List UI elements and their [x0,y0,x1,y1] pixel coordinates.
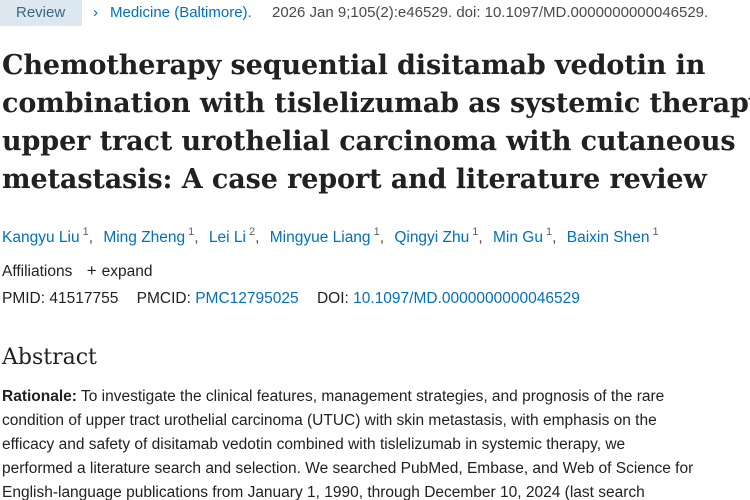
affiliation-number[interactable]: 1 [545,226,553,238]
rationale-label: Rationale: [2,388,77,405]
title-line: upper tract urothelial carcinoma with cu… [2,126,736,157]
citation-text: 2026 Jan 9;105(2):e46529. doi: 10.1097/M… [272,4,709,21]
pmid-label: PMID: [2,290,46,307]
author-link[interactable]: Mingyue Liang 1 [269,226,380,247]
doi-link[interactable]: 10.1097/MD.0000000000046529 [353,290,580,307]
article-type-badge: Review [0,0,82,26]
abstract-line: performed a literature search and select… [2,460,694,477]
author-separator: , [478,229,483,247]
author-separator: , [379,229,384,247]
article-title: Chemotherapy sequential disitamab vedoti… [2,47,750,199]
affiliation-number[interactable]: 1 [652,226,659,238]
abstract-line: Rationale: To investigate the clinical f… [2,388,665,405]
abstract-text: Rationale: To investigate the clinical f… [2,385,747,500]
author-list: Kangyu Liu 1, Ming Zheng 1, Lei Li 2, Mingy… [2,221,659,250]
abstract-heading: Abstract [2,345,97,370]
plus-icon: + [86,261,97,280]
author-link[interactable]: Min Gu 1 [493,226,553,247]
pmcid-label: PMCID: [136,290,191,307]
title-line: metastasis: A case report and literature… [2,164,707,195]
affiliations-row: Affiliations + expand [2,259,152,284]
expand-affiliations-button[interactable]: + expand [86,261,153,280]
affiliation-number[interactable]: 1 [472,226,479,238]
abstract-line: efficacy and safety of disitamab vedotin… [2,436,626,453]
affiliation-number[interactable]: 2 [248,226,256,238]
author-separator: , [88,229,93,247]
journal-link[interactable]: Medicine (Baltimore). [110,4,252,21]
author-link[interactable]: Baixin Shen 1 [566,226,659,247]
author-link[interactable]: Kangyu Liu 1 [2,226,89,247]
abstract-line: English-language publications from Janua… [2,484,645,500]
pmcid-link[interactable]: PMC12795025 [195,290,299,307]
pmid-value: 41517755 [49,290,119,307]
title-line: Chemotherapy sequential disitamab vedoti… [2,50,706,81]
citation-bar: Review › Medicine (Baltimore). 2026 Jan … [0,0,750,26]
author-link[interactable]: Lei Li 2 [208,226,256,247]
author-separator: , [552,229,557,247]
doi-label: DOI: [316,290,349,307]
article-identifiers: PMID: 41517755 PMCID: PMC12795025 DOI: 1… [2,287,580,311]
author-link[interactable]: Qingyi Zhu 1 [394,226,479,247]
author-separator: , [255,229,260,247]
author-separator: , [194,229,199,247]
chevron-right-icon: › [93,4,98,21]
abstract-line: condition of upper tract urothelial carc… [2,412,657,429]
author-link[interactable]: Ming Zheng 1 [103,226,195,247]
affiliation-number[interactable]: 1 [82,226,89,238]
affiliation-number[interactable]: 1 [373,226,380,238]
affiliation-number[interactable]: 1 [188,226,195,238]
title-line: combination with tislelizumab as systemi… [2,88,750,119]
expand-label: expand [101,263,153,280]
affiliations-label: Affiliations [2,263,73,280]
